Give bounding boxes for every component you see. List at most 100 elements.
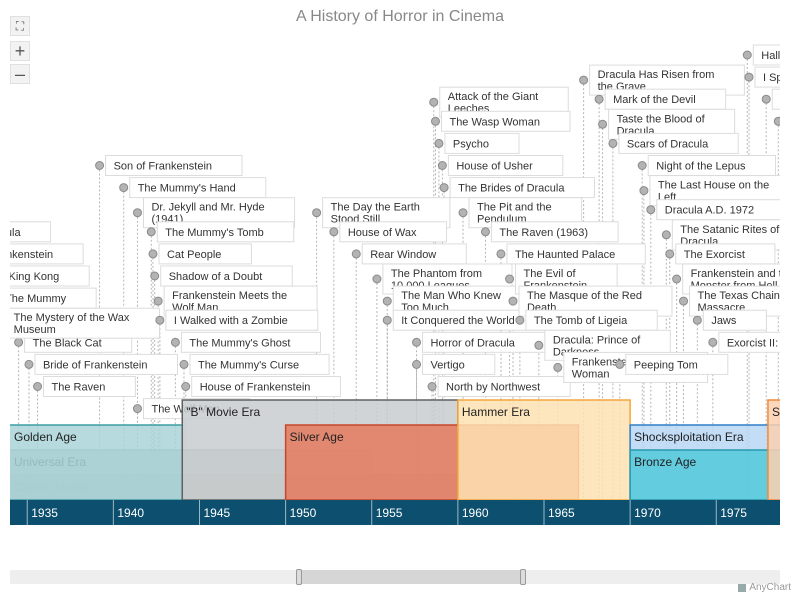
event-marker[interactable] — [773, 116, 780, 126]
scroller-right-handle[interactable] — [520, 569, 526, 585]
event-item[interactable]: Son of Frankenstein — [95, 155, 243, 176]
event-marker[interactable] — [427, 382, 437, 391]
event-label-box[interactable] — [437, 376, 571, 397]
event-item[interactable]: King Kong — [10, 265, 90, 287]
fit-to-view-button[interactable]: ⛶ — [10, 16, 30, 36]
event-item[interactable]: The Wasp Woman — [430, 110, 571, 132]
event-item[interactable]: The Mummy's Hand — [119, 177, 267, 199]
event-item[interactable]: Vertigo — [412, 353, 496, 375]
event-label-box[interactable] — [43, 376, 136, 397]
event-marker[interactable] — [150, 271, 160, 281]
event-label-box[interactable] — [180, 331, 321, 353]
event-item[interactable]: I Spit on Your Grave — [744, 66, 780, 88]
era-item[interactable]: Slasher Era — [767, 399, 780, 501]
event-item[interactable]: Scars of Dracula — [608, 132, 739, 154]
event-marker[interactable] — [515, 315, 525, 325]
event-label-box[interactable] — [10, 243, 84, 265]
event-item[interactable]: Horror of Dracula — [412, 331, 546, 353]
event-marker[interactable] — [661, 230, 671, 240]
event-marker[interactable] — [179, 359, 189, 369]
timeline-svg[interactable]: The Raven Bride of Frankenstein The Black … — [10, 38, 780, 525]
event-item[interactable]: Night of the Lepus — [637, 155, 776, 176]
event-item[interactable]: The Fog — [773, 111, 780, 131]
event-item[interactable]: North by Northwest — [427, 376, 571, 397]
event-marker[interactable] — [508, 296, 518, 306]
event-marker[interactable] — [95, 161, 105, 170]
event-marker[interactable] — [480, 227, 490, 237]
event-marker[interactable] — [437, 161, 447, 170]
event-label-box[interactable] — [191, 376, 341, 397]
event-label-box[interactable] — [10, 221, 52, 243]
scroller-track[interactable] — [10, 569, 780, 585]
event-label-box[interactable] — [10, 265, 90, 287]
event-label-box[interactable] — [754, 66, 780, 88]
event-item[interactable]: The Tomb of Ligeia — [515, 309, 658, 331]
era-bar[interactable] — [457, 399, 631, 501]
event-item[interactable]: Exorcist II: The Heretic — [708, 331, 780, 353]
event-marker[interactable] — [372, 274, 382, 284]
event-marker[interactable] — [598, 119, 608, 129]
event-item[interactable]: Bride of Frankenstein — [24, 353, 179, 375]
event-item[interactable]: The Exorcist — [665, 243, 776, 265]
event-item[interactable]: House of Usher — [437, 155, 564, 176]
event-marker[interactable] — [119, 183, 129, 193]
event-marker[interactable] — [434, 138, 444, 148]
event-marker[interactable] — [14, 337, 24, 347]
scroller-thumb[interactable] — [296, 569, 526, 585]
event-item[interactable]: The Mystery of the Wax Museum — [10, 307, 160, 339]
event-label-box[interactable] — [339, 221, 448, 243]
event-item[interactable]: Mark of the Devil — [594, 88, 727, 110]
event-label-box[interactable] — [447, 155, 564, 176]
credits[interactable]: AnyChart — [738, 582, 791, 593]
event-marker[interactable] — [181, 382, 191, 391]
event-item[interactable]: The Raven (1963) — [480, 221, 619, 243]
event-marker[interactable] — [382, 296, 392, 306]
event-marker[interactable] — [155, 315, 165, 325]
event-label-box[interactable] — [158, 243, 252, 265]
event-label-box[interactable] — [165, 309, 319, 331]
event-item[interactable]: Psycho — [434, 132, 520, 154]
event-label-box[interactable] — [422, 353, 496, 375]
event-label-box[interactable] — [444, 132, 520, 154]
event-item[interactable]: The Mummy's Curse — [179, 353, 330, 375]
event-label-box[interactable] — [625, 353, 729, 375]
event-item[interactable]: It Conquered the World — [382, 309, 546, 331]
event-marker[interactable] — [146, 227, 156, 237]
event-marker[interactable] — [505, 274, 515, 284]
event-label-box[interactable] — [752, 44, 780, 66]
event-marker[interactable] — [170, 337, 180, 347]
event-item[interactable]: The Brides of Dracula — [439, 177, 595, 199]
event-item[interactable]: Frankenstein — [10, 243, 84, 265]
event-marker[interactable] — [382, 315, 392, 325]
event-marker[interactable] — [33, 382, 43, 391]
event-marker[interactable] — [312, 208, 322, 218]
event-marker[interactable] — [429, 97, 439, 107]
event-marker[interactable] — [132, 208, 142, 218]
event-marker[interactable] — [439, 183, 449, 193]
event-item[interactable]: Dracula — [10, 221, 52, 243]
event-item[interactable]: The Mummy's Tomb — [146, 221, 295, 243]
event-item[interactable]: Peeping Tom — [615, 353, 729, 375]
event-item[interactable]: The Satanic Rites of Dracula — [661, 219, 780, 251]
zoom-out-button[interactable]: – — [10, 64, 30, 84]
event-label-box[interactable] — [10, 287, 97, 309]
event-marker[interactable] — [579, 75, 589, 85]
event-marker[interactable] — [351, 249, 361, 259]
event-marker[interactable] — [761, 94, 771, 104]
era-item[interactable]: Bronze Age — [629, 449, 780, 501]
era-bar[interactable] — [767, 399, 780, 501]
event-item[interactable]: I Walked with a Zombie — [155, 309, 319, 331]
timeline-plot[interactable]: The Raven Bride of Frankenstein The Black … — [10, 38, 780, 525]
event-marker[interactable] — [615, 359, 625, 369]
event-item[interactable]: The Haunted Palace — [496, 243, 646, 265]
event-label-box[interactable] — [156, 221, 295, 243]
event-label-box[interactable] — [440, 110, 571, 132]
event-marker[interactable] — [608, 138, 618, 148]
event-marker[interactable] — [692, 315, 702, 325]
event-marker[interactable] — [594, 94, 604, 104]
event-item[interactable]: The Mummy — [10, 287, 97, 309]
event-marker[interactable] — [708, 337, 718, 347]
event-marker[interactable] — [496, 249, 506, 259]
era-item[interactable]: Hammer Era — [457, 399, 631, 501]
event-marker[interactable] — [665, 249, 675, 259]
